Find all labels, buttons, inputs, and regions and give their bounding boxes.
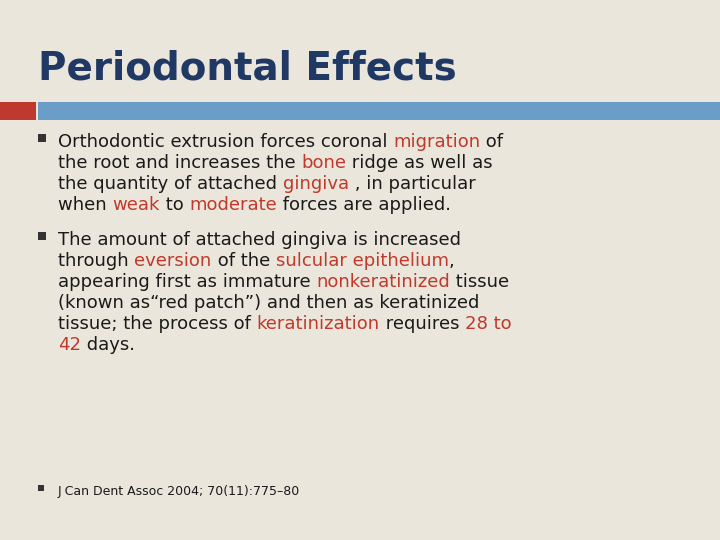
Text: Orthodontic extrusion forces coronal: Orthodontic extrusion forces coronal <box>58 133 393 151</box>
Text: the quantity of attached: the quantity of attached <box>58 175 283 193</box>
Text: The amount of attached gingiva is increased: The amount of attached gingiva is increa… <box>58 231 461 249</box>
Bar <box>38 232 46 240</box>
Text: , in particular: , in particular <box>349 175 476 193</box>
Text: keratinization: keratinization <box>256 315 379 333</box>
Text: 28 to: 28 to <box>465 315 512 333</box>
Text: days.: days. <box>81 336 135 354</box>
Text: ,: , <box>449 252 454 270</box>
Text: nonkeratinized: nonkeratinized <box>316 273 450 291</box>
Text: eversion: eversion <box>135 252 212 270</box>
Bar <box>38 134 46 142</box>
Text: J Can Dent Assoc 2004; 70(11):775–80: J Can Dent Assoc 2004; 70(11):775–80 <box>58 485 300 498</box>
Text: of: of <box>480 133 503 151</box>
Text: through: through <box>58 252 135 270</box>
Text: appearing first as immature: appearing first as immature <box>58 273 316 291</box>
Text: forces are applied.: forces are applied. <box>277 196 451 214</box>
Text: to: to <box>160 196 189 214</box>
Text: tissue; the process of: tissue; the process of <box>58 315 256 333</box>
Bar <box>38 102 720 120</box>
Text: of the: of the <box>212 252 276 270</box>
Text: tissue: tissue <box>450 273 509 291</box>
Text: sulcular epithelium: sulcular epithelium <box>276 252 449 270</box>
Text: (known as“red patch”) and then as keratinized: (known as“red patch”) and then as kerati… <box>58 294 480 312</box>
Text: 42: 42 <box>58 336 81 354</box>
Text: requires: requires <box>379 315 465 333</box>
Text: gingiva: gingiva <box>283 175 349 193</box>
Text: Periodontal Effects: Periodontal Effects <box>38 50 456 88</box>
Bar <box>38 485 44 491</box>
Bar <box>0 102 36 120</box>
Text: migration: migration <box>393 133 480 151</box>
Text: when: when <box>58 196 112 214</box>
Text: ridge as well as: ridge as well as <box>346 154 493 172</box>
Text: bone: bone <box>302 154 346 172</box>
Text: weak: weak <box>112 196 160 214</box>
Text: the root and increases the: the root and increases the <box>58 154 302 172</box>
Text: moderate: moderate <box>189 196 277 214</box>
